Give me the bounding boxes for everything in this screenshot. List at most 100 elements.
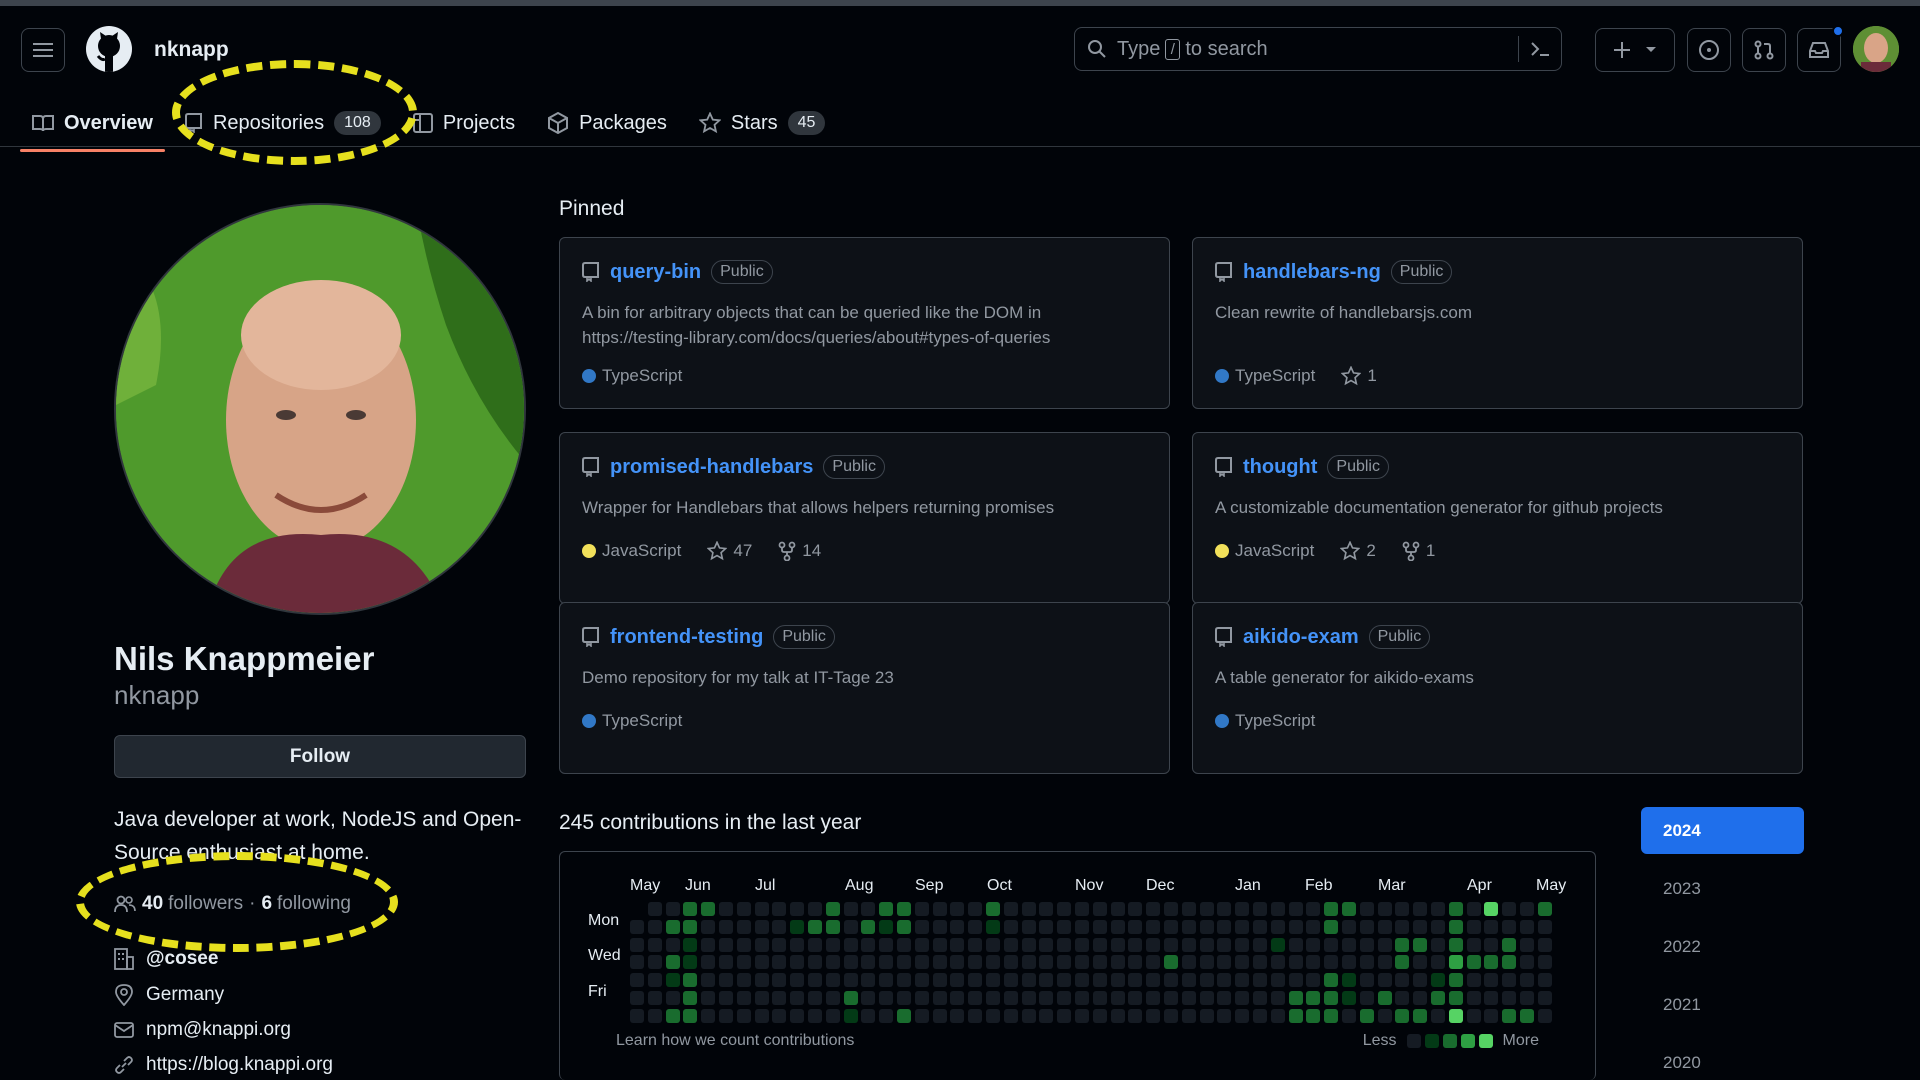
contribution-day-cell[interactable] [1342, 973, 1356, 988]
contribution-day-cell[interactable] [1235, 973, 1250, 988]
followers-link[interactable]: 40 followers [142, 893, 243, 915]
contribution-day-cell[interactable] [914, 991, 929, 1005]
contribution-day-cell[interactable] [1413, 919, 1428, 934]
contribution-day-cell[interactable] [1537, 937, 1552, 952]
contribution-day-cell[interactable] [1092, 902, 1107, 916]
contribution-day-cell[interactable] [1003, 902, 1018, 916]
contribution-day-cell[interactable] [736, 991, 751, 1005]
contribution-day-cell[interactable] [1484, 973, 1499, 988]
stargazers-link[interactable]: 47 [707, 541, 752, 561]
contribution-day-cell[interactable] [968, 919, 983, 934]
contribution-day-cell[interactable] [1057, 919, 1072, 934]
contribution-day-cell[interactable] [1288, 955, 1303, 970]
contribution-day-cell[interactable] [1217, 973, 1232, 988]
contribution-day-cell[interactable] [683, 955, 698, 970]
contribution-day-cell[interactable] [1520, 955, 1534, 970]
contribution-day-cell[interactable] [897, 973, 911, 988]
contribution-day-cell[interactable] [647, 955, 662, 970]
contribution-day-cell[interactable] [825, 991, 840, 1005]
contribution-day-cell[interactable] [683, 937, 698, 952]
contribution-day-cell[interactable] [772, 919, 787, 934]
contribution-day-cell[interactable] [1057, 973, 1072, 988]
stargazers-link[interactable]: 2 [1340, 541, 1376, 561]
contribution-day-cell[interactable] [897, 955, 911, 970]
contribution-day-cell[interactable] [1039, 991, 1054, 1005]
contribution-day-cell[interactable] [701, 1008, 716, 1023]
contribution-day-cell[interactable] [1235, 991, 1250, 1005]
contribution-day-cell[interactable] [1235, 902, 1250, 916]
contribution-day-cell[interactable] [1003, 955, 1018, 970]
contribution-day-cell[interactable] [1235, 955, 1250, 970]
contribution-day-cell[interactable] [861, 991, 876, 1005]
contribution-day-cell[interactable] [647, 902, 662, 916]
contribution-day-cell[interactable] [1057, 902, 1072, 916]
contribution-day-cell[interactable] [950, 1008, 965, 1023]
contribution-day-cell[interactable] [1110, 902, 1125, 916]
contribution-day-cell[interactable] [1253, 955, 1267, 970]
contribution-day-cell[interactable] [950, 919, 965, 934]
contribution-day-cell[interactable] [683, 919, 698, 934]
contribution-day-cell[interactable] [1021, 973, 1036, 988]
contribution-day-cell[interactable] [1466, 1008, 1481, 1023]
contribution-day-cell[interactable] [932, 991, 947, 1005]
contribution-day-cell[interactable] [1537, 955, 1552, 970]
contribution-day-cell[interactable] [914, 937, 929, 952]
contribution-day-cell[interactable] [1324, 937, 1339, 952]
contribution-day-cell[interactable] [736, 937, 751, 952]
contribution-day-cell[interactable] [1164, 991, 1178, 1005]
contribution-day-cell[interactable] [825, 902, 840, 916]
contribution-day-cell[interactable] [1395, 973, 1410, 988]
contribution-day-cell[interactable] [1520, 902, 1534, 916]
contribution-day-cell[interactable] [968, 955, 983, 970]
contribution-day-cell[interactable] [1199, 919, 1214, 934]
contribution-day-cell[interactable] [1395, 902, 1410, 916]
contribution-day-cell[interactable] [843, 919, 858, 934]
contribution-day-cell[interactable] [1199, 991, 1214, 1005]
contribution-day-cell[interactable] [879, 919, 894, 934]
contribution-day-cell[interactable] [1484, 902, 1499, 916]
contribution-day-cell[interactable] [1181, 955, 1196, 970]
contribution-day-cell[interactable] [1413, 991, 1428, 1005]
contribution-day-cell[interactable] [1021, 919, 1036, 934]
contribution-day-cell[interactable] [1502, 902, 1517, 916]
contribution-day-cell[interactable] [1075, 1008, 1089, 1023]
contribution-day-cell[interactable] [1164, 919, 1178, 934]
contribution-day-cell[interactable] [1288, 973, 1303, 988]
contribution-day-cell[interactable] [1164, 955, 1178, 970]
contribution-day-cell[interactable] [701, 937, 716, 952]
contribution-day-cell[interactable] [701, 955, 716, 970]
contribution-day-cell[interactable] [914, 1008, 929, 1023]
contribution-day-cell[interactable] [1520, 1008, 1534, 1023]
contribution-day-cell[interactable] [1413, 1008, 1428, 1023]
contribution-day-cell[interactable] [1146, 991, 1161, 1005]
contribution-day-cell[interactable] [932, 902, 947, 916]
contribution-day-cell[interactable] [1324, 919, 1339, 934]
contribution-day-cell[interactable] [772, 902, 787, 916]
contribution-day-cell[interactable] [1039, 937, 1054, 952]
contribution-day-cell[interactable] [665, 991, 680, 1005]
contribution-day-cell[interactable] [879, 955, 894, 970]
contribution-day-cell[interactable] [719, 1008, 733, 1023]
contribution-day-cell[interactable] [1128, 973, 1143, 988]
contribution-day-cell[interactable] [1359, 937, 1374, 952]
contribution-day-cell[interactable] [719, 973, 733, 988]
contribution-day-cell[interactable] [1217, 1008, 1232, 1023]
contribution-day-cell[interactable] [914, 973, 929, 988]
contribution-day-cell[interactable] [719, 991, 733, 1005]
contribution-day-cell[interactable] [879, 902, 894, 916]
tab-packages[interactable]: Packages [535, 98, 679, 148]
contribution-day-cell[interactable] [932, 955, 947, 970]
contribution-day-cell[interactable] [808, 919, 822, 934]
contribution-day-cell[interactable] [897, 919, 911, 934]
contribution-day-cell[interactable] [1128, 991, 1143, 1005]
contribution-day-cell[interactable] [630, 937, 644, 952]
command-palette-icon[interactable] [1529, 38, 1551, 60]
profile-website[interactable]: https://blog.knappi.org [114, 1054, 333, 1076]
contribution-day-cell[interactable] [736, 1008, 751, 1023]
contribution-day-cell[interactable] [843, 1008, 858, 1023]
contribution-day-cell[interactable] [932, 1008, 947, 1023]
contribution-day-cell[interactable] [1128, 902, 1143, 916]
contribution-day-cell[interactable] [932, 973, 947, 988]
contribution-day-cell[interactable] [1342, 902, 1356, 916]
contribution-day-cell[interactable] [825, 1008, 840, 1023]
